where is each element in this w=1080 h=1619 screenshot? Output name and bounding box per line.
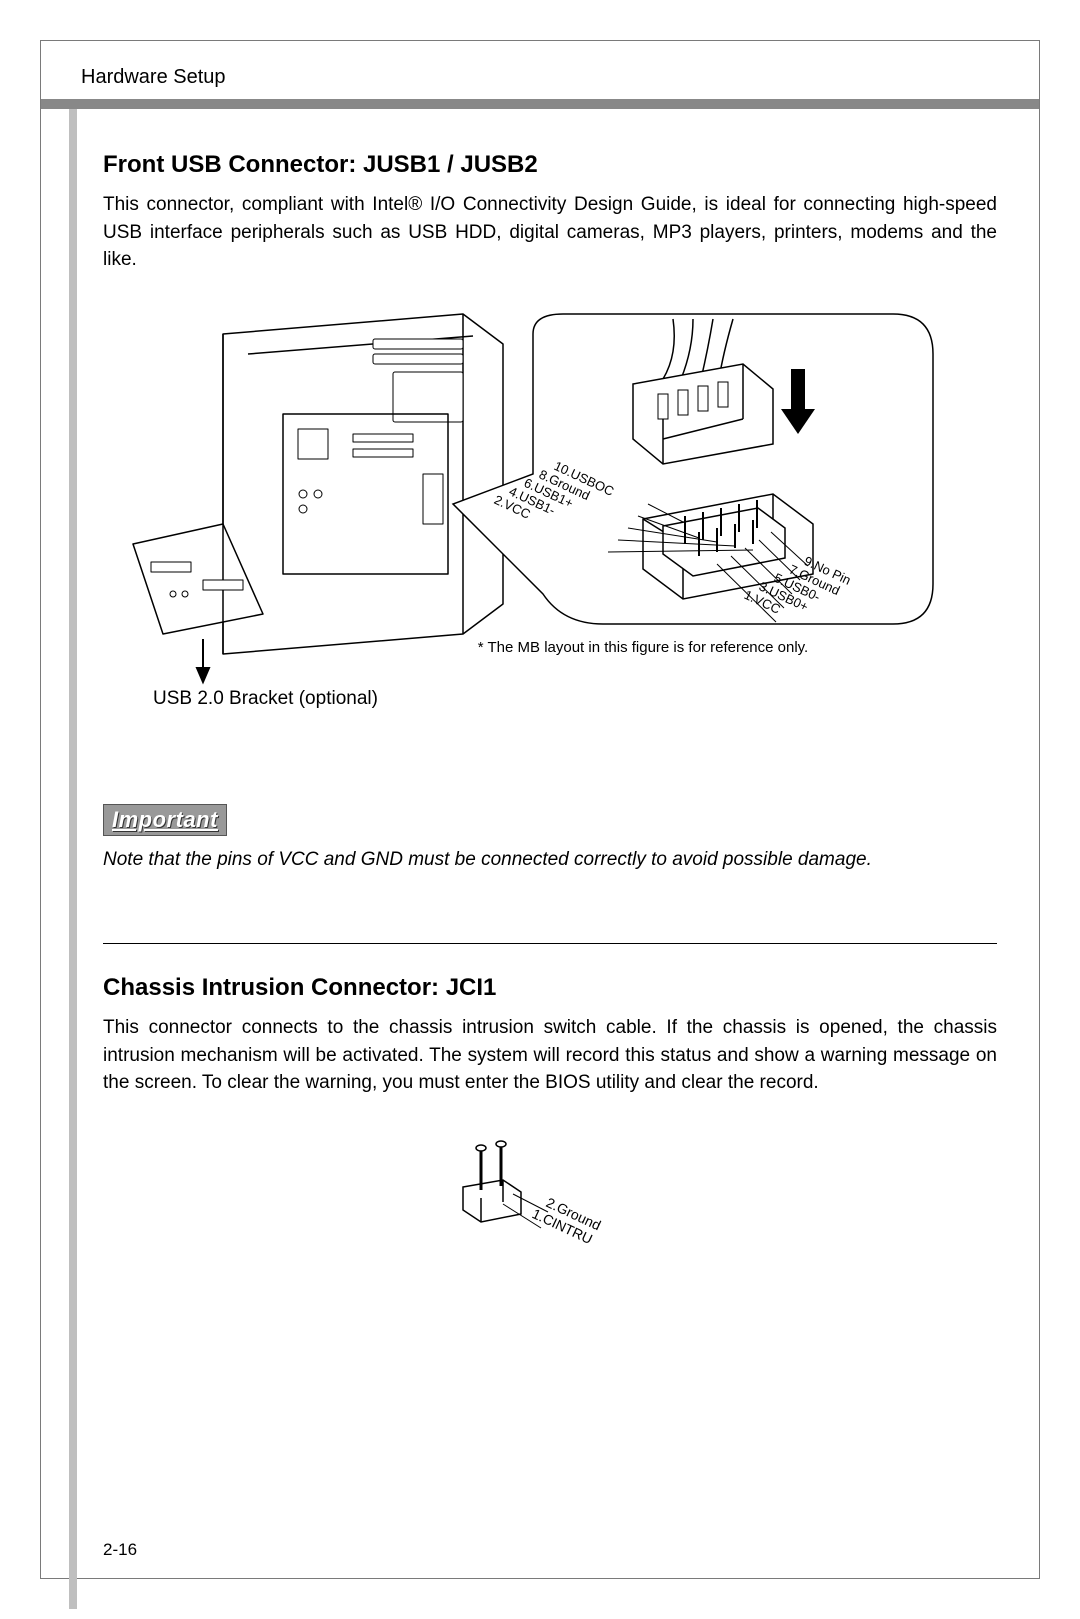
section-divider	[103, 943, 997, 944]
usb-diagram: 10.USBOC 8.Ground 6.USB1+ 4.USB1- 2.VCC	[103, 294, 997, 734]
page-header: Hardware Setup	[81, 66, 226, 89]
important-badge: Important	[103, 804, 227, 836]
important-note: Note that the pins of VCC and GND must b…	[103, 846, 997, 874]
bracket-label: USB 2.0 Bracket (optional)	[153, 688, 378, 709]
page-number: 2-16	[103, 1540, 137, 1560]
section2-body: This connector connects to the chassis i…	[103, 1014, 997, 1097]
page-frame: Hardware Setup Front USB Connector: JUSB…	[40, 40, 1040, 1579]
figure-note: * The MB layout in this figure is for re…	[478, 639, 808, 656]
section2-heading: Chassis Intrusion Connector: JCI1	[103, 974, 997, 1002]
important-callout: Important Note that the pins of VCC and …	[103, 804, 997, 874]
important-label: Important	[112, 807, 218, 832]
vertical-grey-rule	[69, 109, 77, 1548]
section1-heading: Front USB Connector: JUSB1 / JUSB2	[103, 151, 997, 179]
section1-body: This connector, compliant with Intel® I/…	[103, 191, 997, 274]
jci-diagram: 2.Ground 1.CINTRU	[103, 1112, 997, 1272]
content-area: Front USB Connector: JUSB1 / JUSB2 This …	[103, 151, 997, 1272]
header-grey-bar	[41, 99, 1039, 109]
